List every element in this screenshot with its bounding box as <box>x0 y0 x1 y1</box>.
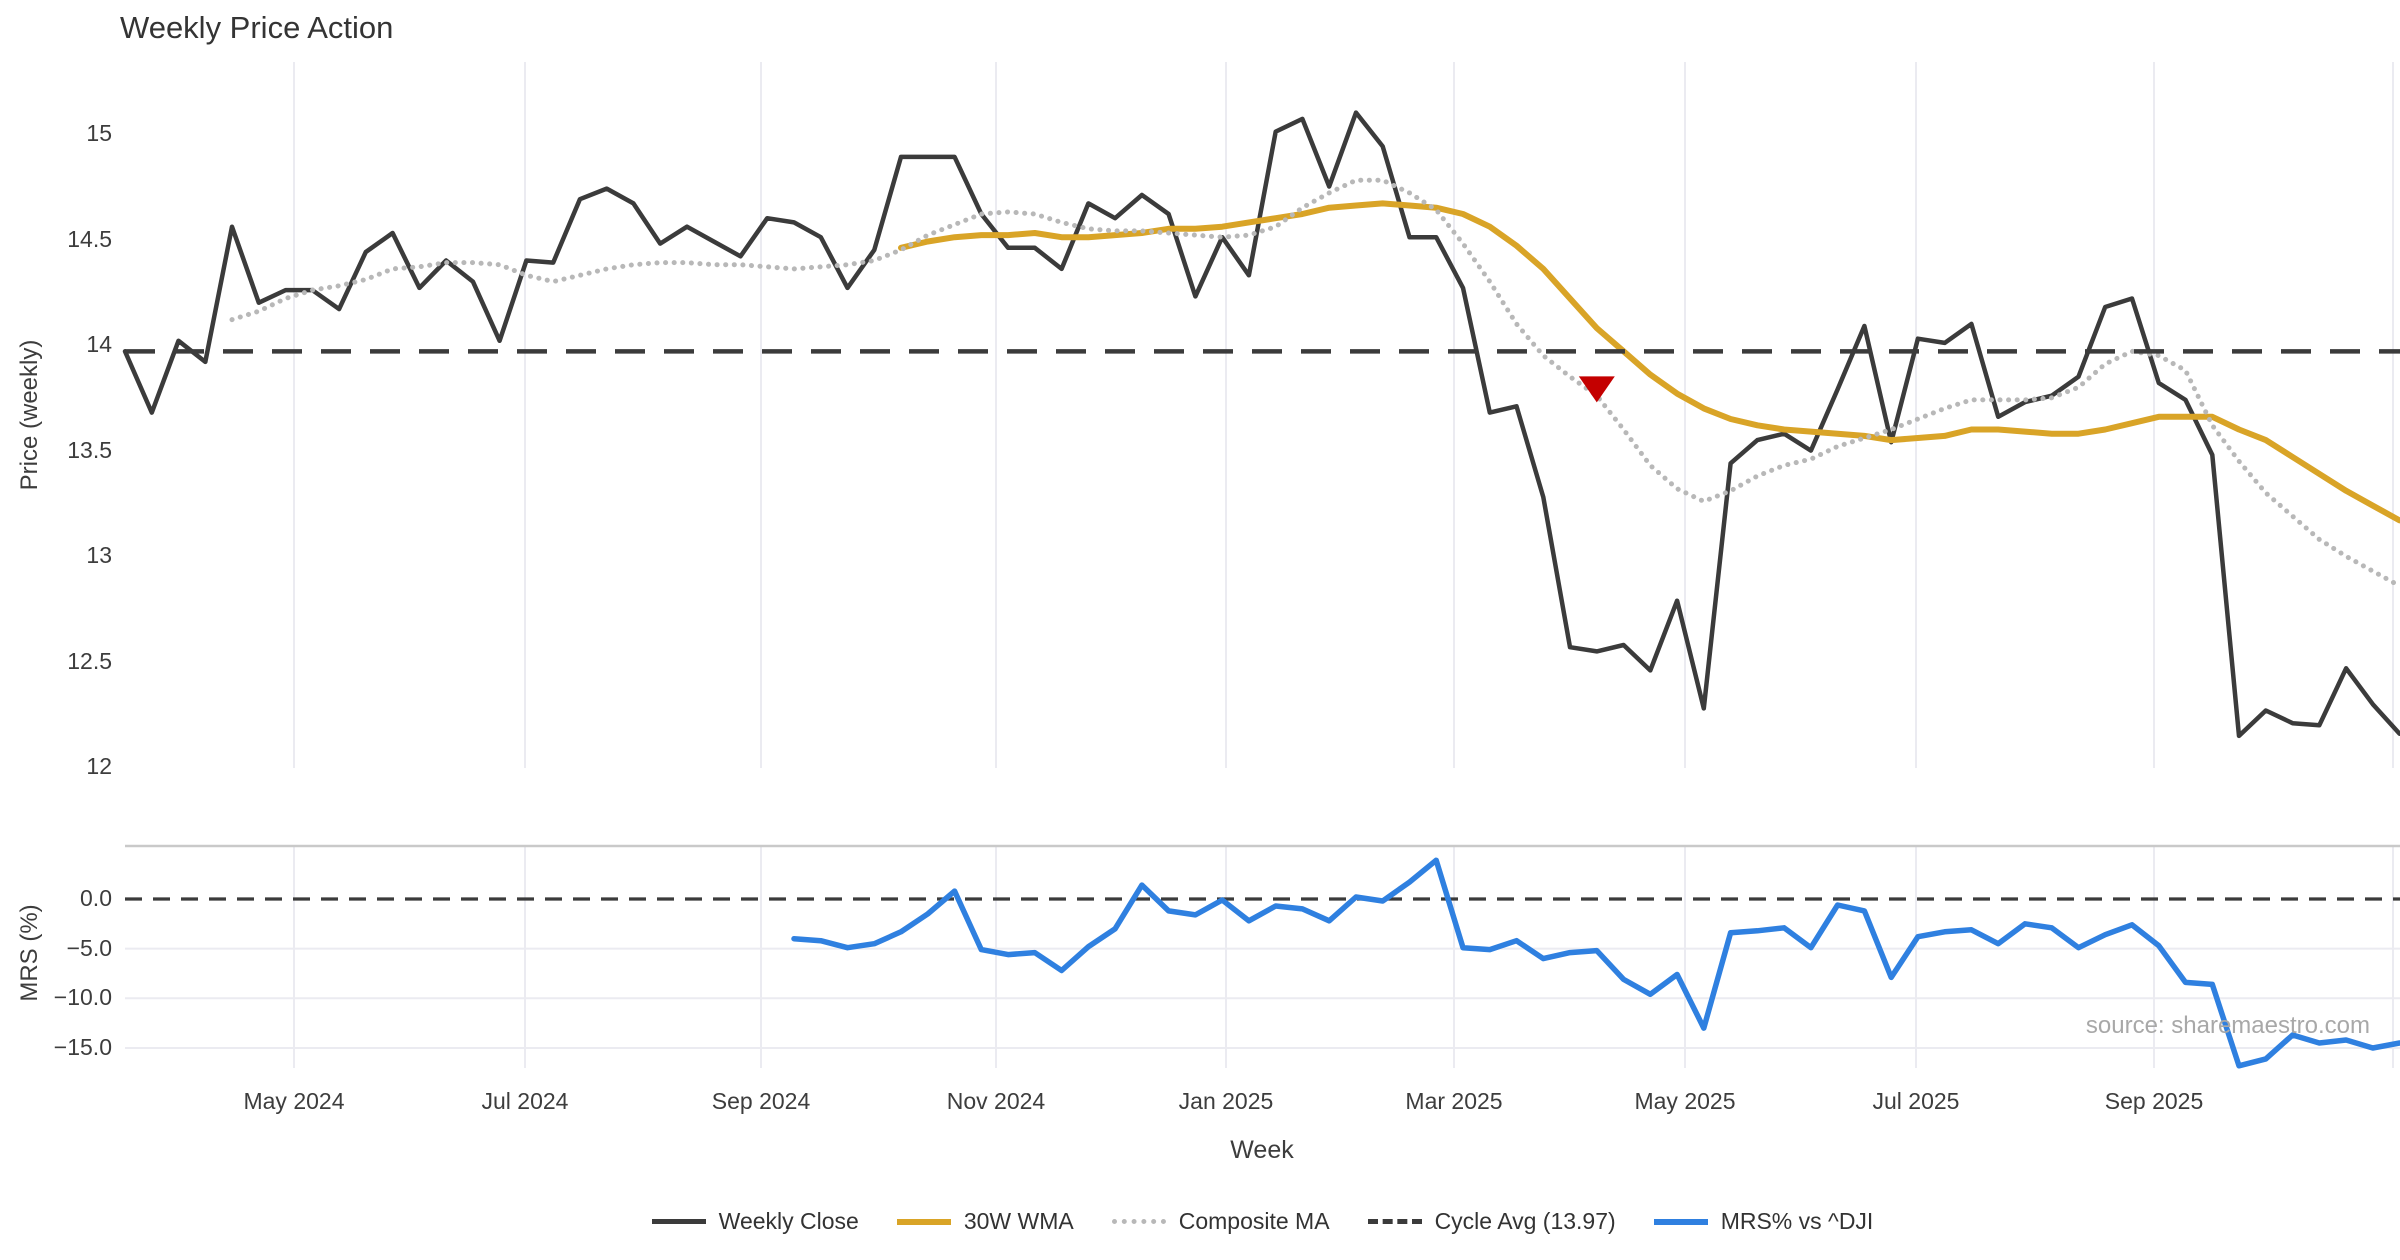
mrs-tick: −10.0 <box>53 984 112 1010</box>
source-watermark: source: sharemaestro.com <box>2085 1012 2370 1039</box>
legend-item-mrs: MRS% vs ^DJI <box>1653 1208 1874 1235</box>
mrs-vs-dji-line <box>791 857 2400 1069</box>
mrs-swatch-icon <box>1653 1218 1708 1225</box>
price-tick: 15 <box>86 120 112 146</box>
mrs-tick: 0.0 <box>80 885 112 911</box>
legend-label: 30W WMA <box>963 1208 1074 1234</box>
price-axis-label: Price (weekly) <box>16 339 43 491</box>
x-tick: Sep 2025 <box>2104 1088 2204 1114</box>
chart-legend: Weekly Close 30W WMA Composite MA Cycle … <box>125 1208 2400 1235</box>
price-tick: 13 <box>86 542 112 568</box>
sell-signal-marker-icon <box>1578 376 1615 403</box>
weekly-close-line <box>122 110 2400 739</box>
mrs-tick: −5.0 <box>66 935 112 961</box>
price-tick: 12.5 <box>67 648 112 674</box>
wma-swatch-icon <box>896 1218 951 1225</box>
legend-item-30w-wma: 30W WMA <box>896 1208 1074 1235</box>
price-tick: 13.5 <box>67 437 112 463</box>
x-tick: Jul 2024 <box>481 1088 569 1114</box>
x-tick: Nov 2024 <box>946 1088 1046 1114</box>
legend-item-cycle-avg: Cycle Avg (13.97) <box>1367 1208 1616 1235</box>
chart-title: Weekly Price Action <box>120 10 394 45</box>
legend-label: Weekly Close <box>718 1208 859 1234</box>
cycle-avg-swatch-icon <box>1367 1219 1422 1224</box>
x-tick: Sep 2024 <box>711 1088 811 1114</box>
mrs-tick: −15.0 <box>53 1034 112 1060</box>
weekly-close-swatch-icon <box>651 1219 706 1224</box>
legend-label: Composite MA <box>1178 1208 1330 1234</box>
legend-item-weekly-close: Weekly Close <box>651 1208 859 1235</box>
week-axis-label: Week <box>1230 1136 1294 1164</box>
x-tick: Jan 2025 <box>1178 1088 1274 1114</box>
composite-ma-swatch-icon <box>1111 1219 1166 1224</box>
x-tick: May 2025 <box>1634 1088 1736 1114</box>
legend-item-composite-ma: Composite MA <box>1111 1208 1330 1235</box>
x-tick: May 2024 <box>243 1088 345 1114</box>
legend-label: Cycle Avg (13.97) <box>1434 1208 1616 1234</box>
price-tick: 14.5 <box>67 226 112 252</box>
x-tick: Mar 2025 <box>1405 1088 1503 1114</box>
price-tick: 12 <box>86 753 112 779</box>
legend-label: MRS% vs ^DJI <box>1720 1208 1874 1234</box>
composite-ma-line <box>229 177 2400 589</box>
price-tick: 14 <box>86 331 112 357</box>
x-tick: Jul 2025 <box>1872 1088 1960 1114</box>
